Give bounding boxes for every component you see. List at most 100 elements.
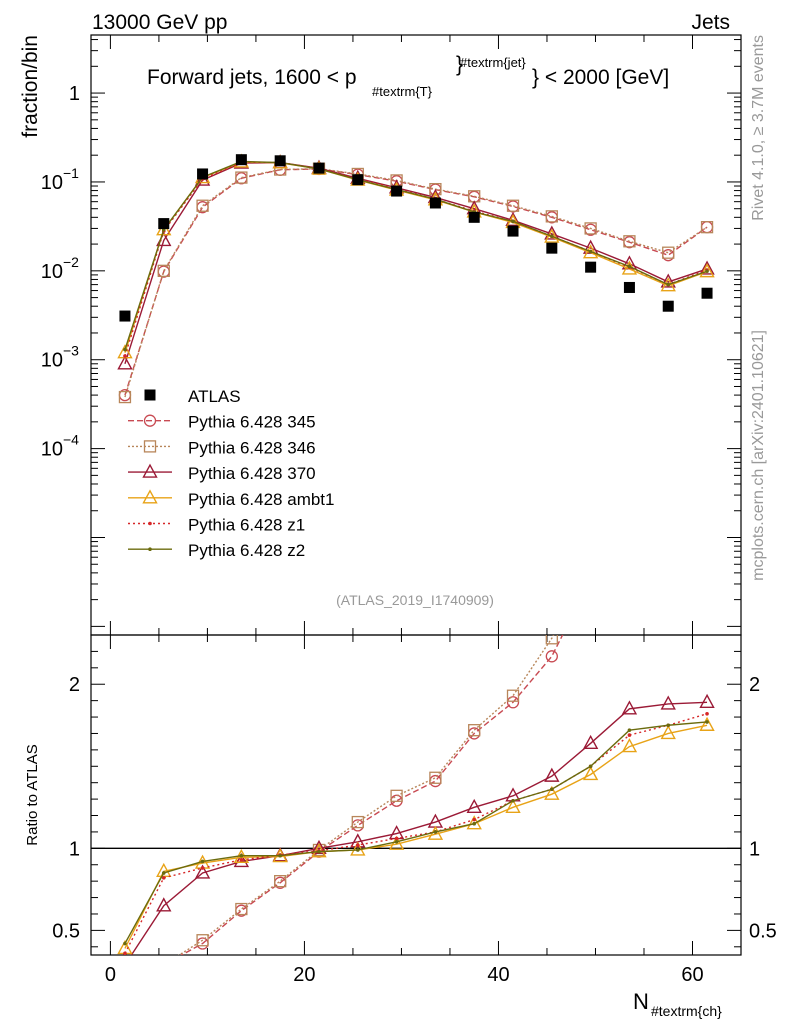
ratio-point-1 (468, 724, 481, 737)
ratio-tick-label-right: 2 (749, 674, 760, 696)
ratio-point-2 (660, 695, 676, 710)
ratio-point-5 (355, 848, 360, 852)
legend: ATLAS Pythia 6.428 345 Pythia 6.428 346 Pyt… (128, 387, 334, 560)
data-point (352, 174, 364, 186)
y-tick-label: 10 (41, 261, 63, 283)
ratio-line-4 (124, 713, 708, 954)
title-brace: } (456, 53, 463, 76)
legend-label-3: Pythia 6.428 ambt1 (188, 490, 334, 509)
series-point-5 (666, 282, 671, 287)
ratio-point-0 (158, 959, 169, 970)
ratio-point-1 (196, 934, 209, 947)
series-point-1 (429, 182, 442, 196)
ratio-point-2 (156, 897, 172, 912)
series-line-1 (124, 167, 708, 398)
data-point (585, 261, 597, 273)
ratio-point-5 (161, 871, 166, 875)
ratio-point-2 (194, 864, 211, 879)
plot-title: Forward jets, 1600 < p #textrm{T} #textr… (147, 53, 669, 99)
legend-label-data: ATLAS (188, 387, 241, 406)
legend-label-5: Pythia 6.428 z2 (188, 541, 305, 560)
ratio-tick-label: 1 (69, 838, 80, 860)
series-point-1 (545, 210, 558, 223)
ratio-point-1 (390, 789, 403, 802)
ratio-point-4 (705, 711, 709, 716)
ratio-point-1 (235, 902, 248, 916)
x-tick-label: 20 (293, 964, 315, 986)
ratio-point-4 (627, 733, 632, 737)
legend-marker-5 (148, 547, 152, 551)
ratio-point-0 (119, 986, 130, 997)
ratio-point-5 (588, 764, 593, 769)
x-tick-label: 60 (681, 964, 703, 986)
data-point (701, 287, 713, 299)
x-label-sub: #textrm{ch} (651, 1003, 722, 1019)
ratio-point-5 (627, 728, 632, 732)
data-point (158, 218, 170, 230)
ratio-point-4 (472, 817, 477, 822)
series-point-5 (123, 347, 127, 352)
ratio-point-5 (666, 723, 671, 728)
series-point-4 (123, 354, 127, 358)
main-plot (117, 153, 715, 404)
legend-marker-2 (142, 463, 158, 478)
ratio-point-4 (355, 843, 360, 847)
ratio-point-5 (433, 830, 438, 834)
ratio-point-0 (702, 104, 713, 115)
header-right: Jets (691, 11, 730, 34)
legend-marker-4 (148, 521, 152, 526)
ratio-panel-frame (90, 634, 742, 956)
ratio-tick-label: 0.5 (52, 920, 80, 942)
ratio-point-5 (472, 821, 477, 826)
legend-marker-data (144, 389, 156, 401)
series-point-3 (582, 244, 599, 259)
data-point (662, 300, 674, 312)
y-tick-exponent: −1 (63, 165, 79, 181)
legend-marker-0 (143, 414, 157, 427)
series-point-1 (700, 221, 714, 234)
data-point (274, 155, 286, 167)
ratio-point-2 (544, 767, 560, 782)
series-point-3 (699, 263, 715, 278)
ratio-point-3 (505, 798, 521, 814)
series-point-1 (235, 171, 248, 184)
rivet-label: Rivet 4.1.0, ≥ 3.7M events (750, 35, 767, 221)
ratio-tick-label: 2 (69, 674, 80, 696)
series-point-1 (157, 264, 170, 277)
series-point-0 (662, 249, 675, 262)
series-point-2 (544, 225, 560, 240)
ratio-point-5 (317, 849, 321, 854)
ratio-point-5 (511, 798, 515, 803)
data-point (623, 281, 635, 293)
legend-label-4: Pythia 6.428 z1 (188, 516, 305, 535)
ratio-point-1 (351, 815, 364, 829)
ratio-point-1 (119, 987, 130, 998)
ratio-line-5 (124, 721, 708, 944)
ratio-point-3 (660, 724, 676, 740)
series-point-5 (627, 264, 632, 269)
mcplots-label: mcplots.cern.ch [arXiv:2401.10621] (750, 330, 767, 581)
title-main: Forward jets, 1600 < p (147, 66, 357, 89)
series-point-5 (588, 249, 593, 254)
ratio-point-2 (118, 958, 131, 970)
ratio-line-3 (124, 724, 708, 949)
series-line-0 (124, 168, 708, 396)
y-tick-label: 1 (69, 83, 80, 105)
series-point-1 (196, 199, 209, 212)
title-tail: } < 2000 [GeV] (532, 66, 669, 89)
ratio-point-1 (663, 367, 674, 378)
data-point (507, 225, 519, 237)
ratio-point-5 (550, 787, 554, 792)
legend-label-2: Pythia 6.428 370 (188, 464, 316, 483)
legend-label-0: Pythia 6.428 345 (188, 413, 316, 432)
ratio-point-4 (123, 951, 127, 955)
ratio-point-2 (621, 700, 638, 715)
series-point-2 (117, 355, 133, 370)
ratio-y-axis-label: Ratio to ATLAS (24, 744, 41, 845)
series-point-5 (705, 269, 709, 274)
ratio-point-1 (274, 875, 287, 888)
ratio-point-0 (545, 650, 558, 663)
ratio-point-5 (239, 853, 244, 858)
ratio-point-3 (466, 815, 482, 830)
